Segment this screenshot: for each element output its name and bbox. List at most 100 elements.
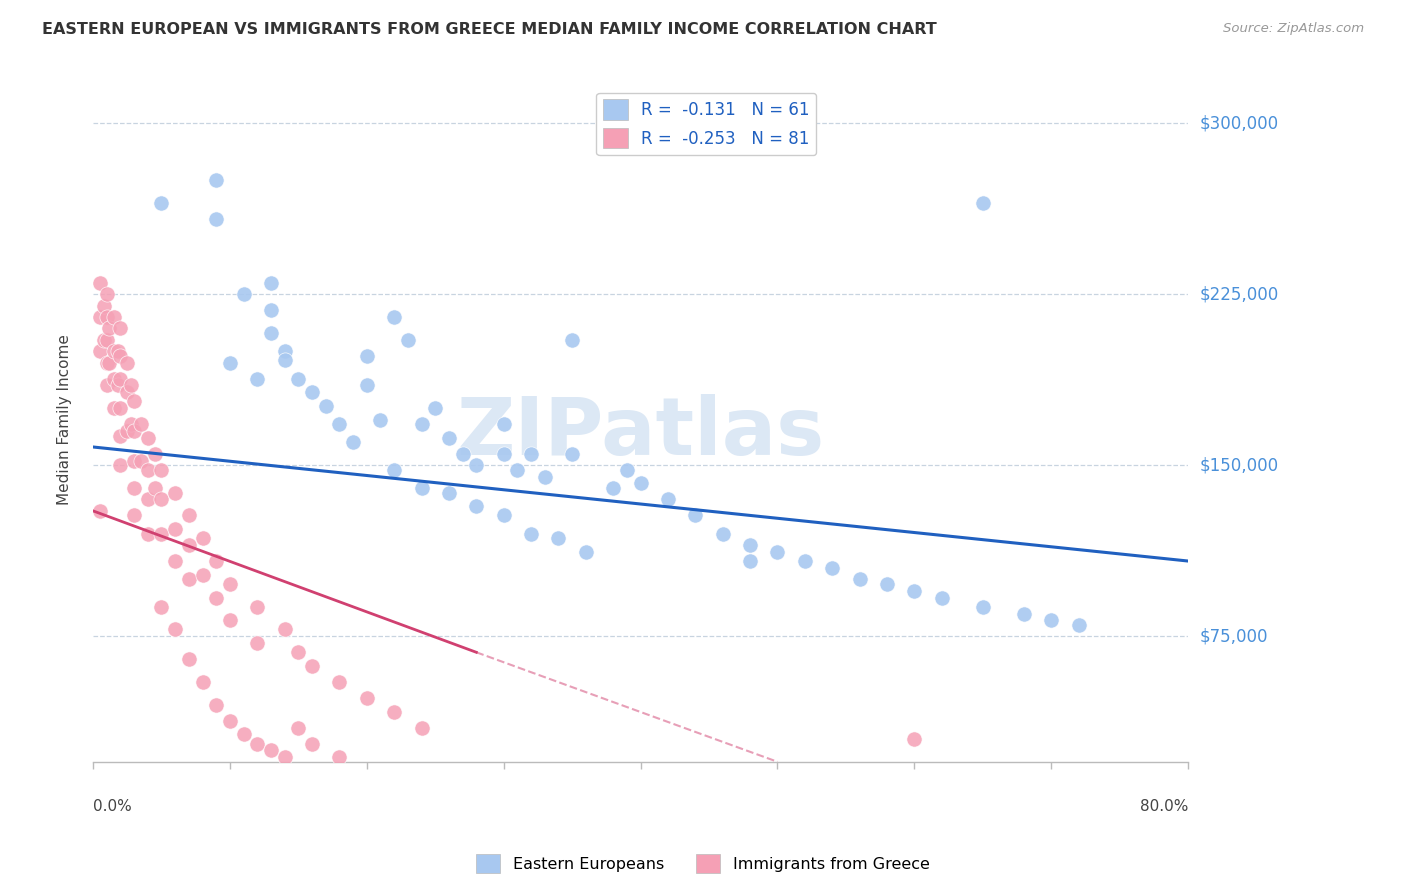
Point: [136, 492, 159, 507]
Point: [110, 321, 132, 335]
Point: [370, 412, 392, 426]
Point: [547, 531, 569, 545]
Point: [107, 378, 129, 392]
Point: [96, 378, 118, 392]
Point: [260, 303, 283, 318]
Point: [411, 721, 433, 735]
Point: [301, 385, 323, 400]
Point: [903, 583, 925, 598]
Point: [356, 349, 378, 363]
Point: [165, 485, 187, 500]
Point: [115, 355, 138, 369]
Point: [328, 417, 350, 432]
Point: [107, 344, 129, 359]
Point: [520, 526, 543, 541]
Point: [165, 623, 187, 637]
Point: [150, 599, 173, 614]
Point: [328, 675, 350, 690]
Point: [561, 447, 583, 461]
Point: [103, 310, 125, 324]
Point: [120, 417, 142, 432]
Point: [451, 447, 474, 461]
Point: [103, 371, 125, 385]
Text: EASTERN EUROPEAN VS IMMIGRANTS FROM GREECE MEDIAN FAMILY INCOME CORRELATION CHAR: EASTERN EUROPEAN VS IMMIGRANTS FROM GREE…: [42, 22, 936, 37]
Point: [205, 591, 228, 605]
Point: [177, 572, 200, 586]
Point: [98, 321, 121, 335]
Point: [328, 750, 350, 764]
Point: [232, 287, 254, 301]
Point: [177, 538, 200, 552]
Point: [260, 326, 283, 340]
Point: [506, 463, 529, 477]
Point: [122, 394, 145, 409]
Point: [738, 554, 761, 568]
Point: [98, 355, 121, 369]
Point: [425, 401, 447, 416]
Point: [492, 508, 515, 523]
Point: [129, 417, 152, 432]
Point: [150, 492, 173, 507]
Point: [96, 310, 118, 324]
Point: [232, 727, 254, 741]
Point: [342, 435, 364, 450]
Point: [520, 447, 543, 461]
Legend: Eastern Europeans, Immigrants from Greece: Eastern Europeans, Immigrants from Greec…: [470, 847, 936, 880]
Point: [191, 675, 214, 690]
Point: [110, 401, 132, 416]
Point: [356, 690, 378, 705]
Point: [465, 458, 488, 473]
Point: [382, 705, 405, 719]
Point: [465, 500, 488, 514]
Point: [122, 424, 145, 438]
Point: [89, 504, 111, 518]
Point: [110, 458, 132, 473]
Point: [533, 469, 555, 483]
Point: [273, 353, 295, 368]
Point: [136, 431, 159, 445]
Point: [115, 385, 138, 400]
Text: 80.0%: 80.0%: [1140, 799, 1188, 814]
Point: [205, 554, 228, 568]
Point: [575, 545, 598, 559]
Point: [301, 737, 323, 751]
Legend: R =  -0.131   N = 61, R =  -0.253   N = 81: R = -0.131 N = 61, R = -0.253 N = 81: [596, 93, 817, 155]
Point: [246, 371, 269, 385]
Point: [437, 485, 460, 500]
Point: [287, 721, 309, 735]
Point: [110, 349, 132, 363]
Point: [931, 591, 953, 605]
Point: [143, 481, 166, 495]
Point: [396, 333, 419, 347]
Point: [287, 645, 309, 659]
Point: [793, 554, 815, 568]
Point: [96, 287, 118, 301]
Point: [205, 698, 228, 712]
Point: [122, 481, 145, 495]
Point: [177, 508, 200, 523]
Point: [492, 447, 515, 461]
Point: [122, 508, 145, 523]
Point: [766, 545, 789, 559]
Point: [492, 417, 515, 432]
Point: [122, 453, 145, 467]
Point: [191, 531, 214, 545]
Point: [129, 453, 152, 467]
Point: [260, 276, 283, 290]
Text: $75,000: $75,000: [1199, 627, 1268, 645]
Point: [136, 526, 159, 541]
Point: [1012, 607, 1035, 621]
Point: [246, 636, 269, 650]
Point: [219, 355, 242, 369]
Point: [561, 333, 583, 347]
Point: [356, 378, 378, 392]
Point: [602, 481, 624, 495]
Point: [411, 481, 433, 495]
Point: [120, 378, 142, 392]
Text: $150,000: $150,000: [1199, 456, 1278, 475]
Point: [246, 599, 269, 614]
Point: [89, 276, 111, 290]
Point: [315, 399, 337, 413]
Point: [972, 599, 994, 614]
Point: [150, 526, 173, 541]
